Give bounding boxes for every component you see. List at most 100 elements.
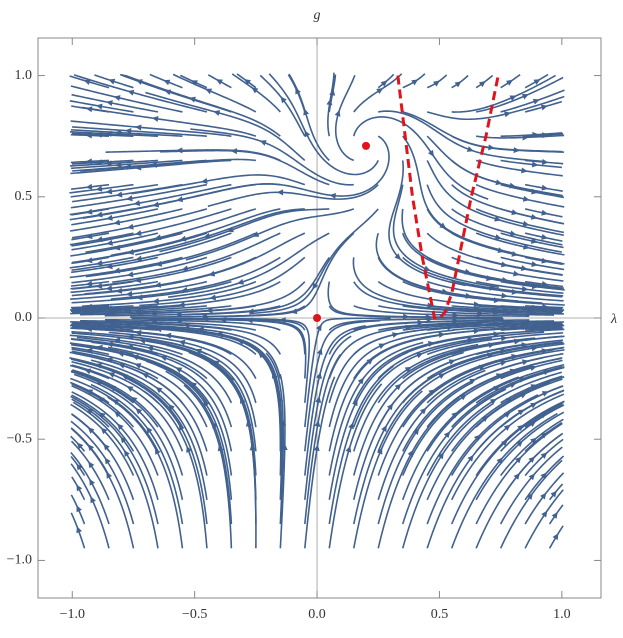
- streamline: [476, 280, 564, 295]
- arrowhead: [195, 348, 203, 355]
- arrowhead: [85, 280, 93, 287]
- streamline: [500, 404, 565, 452]
- arrowhead: [394, 253, 402, 260]
- streamline: [85, 232, 257, 278]
- arrowhead: [205, 88, 213, 95]
- arrowhead: [290, 308, 298, 315]
- streamline: [159, 208, 330, 253]
- x-tick-label: −0.5: [182, 607, 207, 622]
- arrowhead: [511, 250, 519, 257]
- streamline: [70, 85, 183, 113]
- streamline: [71, 208, 232, 247]
- streamline: [70, 440, 110, 501]
- arrowhead: [503, 411, 511, 418]
- streamline: [475, 400, 565, 477]
- arrowhead: [316, 372, 322, 379]
- streamlines: [69, 72, 565, 549]
- streamline: [426, 363, 565, 452]
- arrowhead: [178, 423, 185, 431]
- streamline: [304, 335, 352, 500]
- streamline: [126, 377, 208, 525]
- arrowhead: [186, 445, 192, 453]
- arrowhead: [366, 358, 374, 365]
- arrowhead: [95, 103, 103, 110]
- arrowhead: [251, 87, 259, 94]
- streamline: [71, 232, 159, 251]
- arrowhead: [378, 343, 386, 349]
- streamline: [402, 321, 564, 331]
- arrowhead: [135, 255, 143, 262]
- arrowhead: [443, 431, 451, 439]
- streamline: [476, 324, 565, 331]
- arrowhead: [200, 177, 208, 184]
- arrowhead: [108, 372, 116, 378]
- arrowhead: [357, 377, 364, 385]
- streamline: [188, 351, 257, 500]
- streamline: [207, 184, 379, 208]
- streamline: [72, 369, 184, 476]
- arrowhead: [88, 461, 95, 469]
- arrowhead: [259, 140, 267, 146]
- arrowhead: [178, 339, 186, 346]
- arrowhead: [106, 471, 113, 479]
- streamline: [71, 343, 208, 404]
- streamline: [70, 256, 232, 290]
- streamline: [106, 183, 281, 215]
- streamline: [82, 106, 257, 137]
- streamline: [69, 334, 183, 356]
- arrowhead: [467, 337, 474, 344]
- arrowhead: [503, 424, 511, 431]
- arrowhead: [314, 420, 321, 428]
- y-tick-label: −0.5: [7, 431, 32, 446]
- streamline: [165, 370, 233, 525]
- arrowhead: [489, 398, 497, 405]
- streamline: [70, 377, 159, 452]
- streamline: [259, 74, 306, 137]
- streamline: [377, 350, 513, 452]
- streamline: [108, 331, 257, 404]
- streamline: [110, 208, 281, 257]
- arrowhead: [500, 335, 508, 342]
- arrowhead: [532, 98, 540, 105]
- streamline: [402, 328, 565, 356]
- arrowhead: [473, 434, 481, 442]
- arrowhead: [114, 411, 121, 418]
- y-axis-label: g: [314, 8, 321, 23]
- arrowhead: [380, 80, 388, 87]
- arrowhead: [106, 214, 113, 221]
- streamline: [401, 402, 494, 549]
- streamline: [451, 335, 565, 356]
- arrowhead: [141, 373, 149, 379]
- streamline: [126, 352, 233, 476]
- streamline: [70, 337, 208, 380]
- arrowhead: [413, 428, 420, 435]
- x-tick-label: −1.0: [60, 607, 85, 622]
- streamline: [451, 208, 563, 246]
- streamline: [176, 256, 330, 316]
- arrowhead: [541, 209, 549, 216]
- arrowhead: [352, 399, 358, 407]
- streamline: [401, 232, 563, 290]
- arrowhead: [252, 231, 260, 237]
- arrowhead: [244, 79, 251, 86]
- streamline: [70, 370, 159, 428]
- streamline: [145, 91, 306, 162]
- streamline: [72, 126, 207, 137]
- streamline: [475, 378, 563, 428]
- arrowhead: [175, 367, 183, 373]
- arrowhead: [133, 200, 141, 206]
- arrowhead: [90, 496, 96, 504]
- streamline: [288, 73, 330, 161]
- arrowhead: [151, 115, 159, 122]
- streamline: [451, 74, 556, 113]
- streamline: [76, 336, 233, 404]
- arrowhead: [448, 359, 456, 365]
- streamline: [91, 341, 233, 428]
- streamline: [328, 383, 383, 549]
- streamline: [71, 385, 159, 476]
- arrowhead: [200, 313, 207, 320]
- arrowhead: [206, 307, 213, 314]
- streamline: [451, 323, 564, 331]
- streamline: [73, 373, 184, 500]
